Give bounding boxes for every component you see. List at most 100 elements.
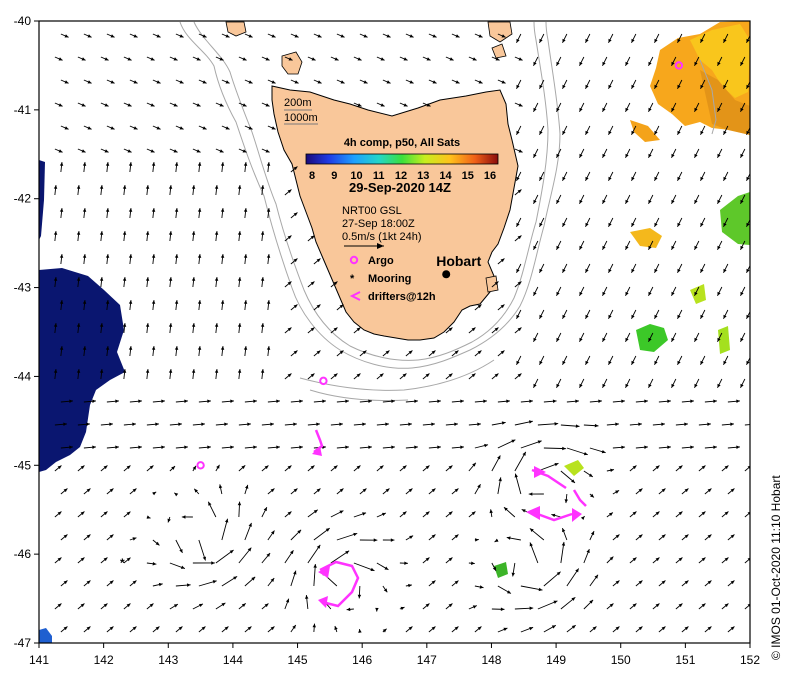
current-vector [497, 439, 516, 449]
current-vector [717, 378, 723, 389]
current-vector [608, 79, 614, 90]
current-vector [658, 534, 666, 541]
current-vector [220, 162, 225, 173]
current-vector [174, 208, 179, 219]
current-vector [243, 162, 248, 173]
current-vector [721, 511, 729, 518]
current-vector [658, 488, 666, 495]
current-vector [560, 470, 576, 484]
argo-legend-label: Argo [368, 255, 394, 267]
current-vector [497, 477, 502, 495]
current-vector [629, 422, 643, 426]
current-vector [106, 534, 114, 541]
current-vector [313, 527, 330, 541]
current-vector [658, 399, 672, 403]
current-vector [556, 56, 562, 67]
current-vector [602, 240, 608, 251]
current-vector [382, 350, 390, 357]
current-vector [60, 580, 68, 587]
current-vector [238, 422, 252, 426]
current-vector [83, 580, 91, 587]
current-vector [583, 548, 590, 564]
current-vector [266, 346, 271, 357]
current-vector [516, 171, 522, 182]
current-vector [451, 626, 459, 633]
current-vector [700, 125, 706, 136]
current-vector [727, 534, 735, 541]
current-vector [192, 56, 201, 61]
current-vector [497, 258, 505, 265]
current-vector [721, 422, 735, 426]
current-vector [215, 602, 226, 610]
current-vector [539, 79, 545, 90]
current-vector [198, 125, 207, 130]
current-vector [382, 399, 396, 403]
current-vector [260, 323, 265, 334]
current-vector [681, 445, 695, 449]
current-vector [382, 79, 391, 84]
current-vector [197, 208, 202, 219]
current-vector [671, 240, 677, 251]
current-vector [399, 511, 407, 518]
current-vector [307, 56, 316, 61]
current-vector [606, 422, 620, 426]
map-legend: 200m 1000m 4h comp, p50, All Sats 8 9 10 11… [284, 97, 499, 303]
current-vector [556, 286, 562, 297]
current-vector [284, 327, 292, 334]
current-vector [60, 33, 69, 38]
current-vector [192, 603, 204, 610]
colorbar-tick-label: 10 [350, 170, 362, 182]
colorbar-tick-label: 13 [417, 170, 429, 182]
current-vector [514, 451, 527, 472]
current-vector [128, 208, 133, 219]
current-vector [717, 332, 723, 343]
argo-float [196, 461, 205, 470]
current-vector [700, 79, 706, 90]
current-vector [740, 240, 746, 251]
current-vector [556, 148, 562, 159]
current-vector [174, 492, 179, 497]
current-vector [151, 300, 156, 311]
current-vector [405, 79, 414, 84]
current-vector [648, 240, 654, 251]
current-vector [313, 399, 327, 403]
current-vector [514, 327, 522, 334]
current-vector [151, 162, 156, 173]
current-vector [579, 286, 585, 297]
current-vector [428, 79, 437, 84]
current-vector [83, 626, 91, 633]
current-vector [261, 102, 270, 107]
current-vector [700, 263, 706, 274]
current-vector [129, 626, 137, 633]
current-vector [267, 399, 281, 403]
current-vector [376, 562, 389, 571]
current-vector [60, 488, 68, 495]
current-vector [746, 80, 750, 90]
current-vector [145, 277, 150, 288]
current-vector [100, 511, 108, 518]
current-vector [77, 603, 85, 610]
current-vector [654, 309, 660, 320]
imos-credit: © IMOS 01-Oct-2020 11:10 Hobart [769, 475, 783, 660]
current-vector [105, 254, 110, 265]
current-vector [516, 217, 522, 228]
current-vector [723, 263, 729, 274]
current-vector [511, 562, 516, 577]
current-vector [602, 286, 608, 297]
current-vector [175, 79, 184, 84]
current-vector [740, 286, 746, 297]
current-vector [284, 598, 290, 610]
current-vector [129, 399, 143, 403]
current-vector [608, 125, 614, 136]
current-vector [556, 240, 562, 251]
current-vector [53, 231, 58, 242]
current-vector [474, 538, 479, 542]
current-vector [428, 445, 442, 449]
current-vector [290, 445, 304, 449]
current-vector [675, 422, 689, 426]
y-tick-label: -42 [14, 192, 32, 206]
current-vector [514, 235, 522, 242]
current-vector [313, 304, 321, 311]
current-vector [243, 300, 248, 311]
current-vector [625, 194, 631, 205]
